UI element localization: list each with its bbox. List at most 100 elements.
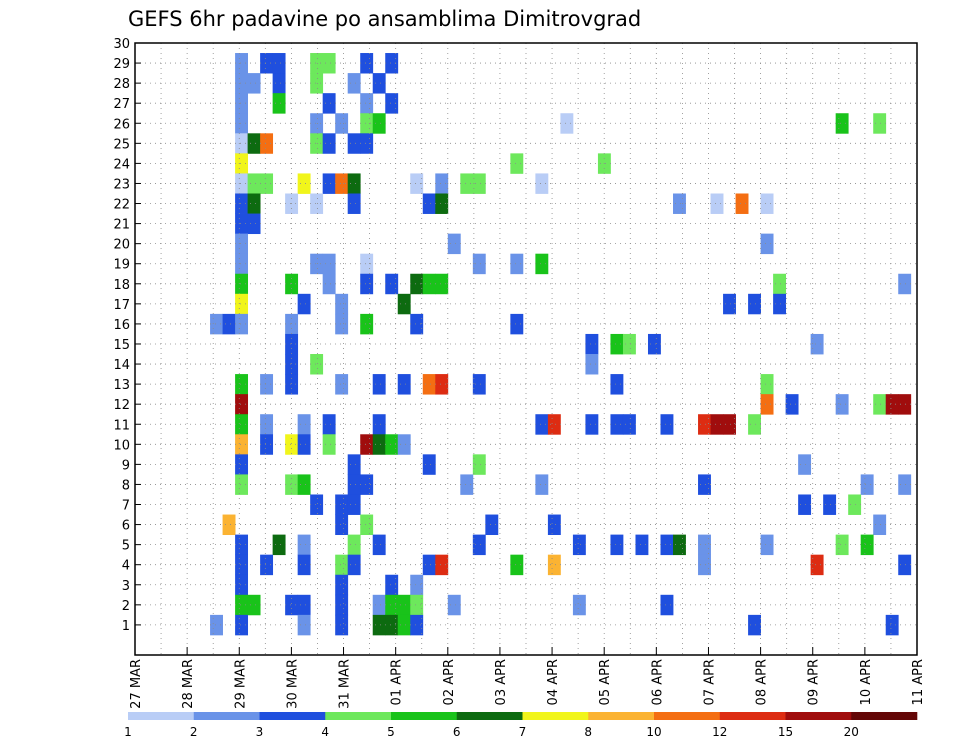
colorbar-swatch — [522, 712, 589, 720]
heatmap-cell — [360, 313, 374, 335]
x-tick-label: 02 APR — [442, 659, 457, 705]
x-tick-label: 07 APR — [702, 659, 717, 705]
x-tick-label: 01 APR — [390, 659, 405, 705]
heatmap-cell — [347, 73, 361, 94]
heatmap-cell — [285, 594, 299, 616]
heatmap-cell — [310, 113, 324, 134]
heatmap-cell — [235, 434, 249, 455]
heatmap-cell — [347, 173, 361, 194]
heatmap-cell — [860, 534, 874, 556]
heatmap-cell — [247, 193, 261, 214]
heatmap-cell — [385, 614, 399, 636]
heatmap-cell — [272, 53, 286, 74]
y-tick-label: 20 — [113, 238, 130, 253]
heatmap-cell — [898, 394, 912, 415]
heatmap-cell — [310, 253, 324, 275]
heatmap-cell — [860, 474, 874, 495]
colorbar-level-label: 5 — [387, 725, 395, 739]
heatmap-cell — [385, 434, 399, 455]
heatmap-cell — [385, 53, 399, 74]
y-tick-label: 4 — [122, 559, 130, 574]
heatmap-cell — [347, 193, 361, 214]
heatmap-cell — [335, 173, 349, 194]
heatmap-cell — [535, 173, 549, 194]
heatmap-cell — [560, 113, 574, 134]
heatmap-cell — [397, 374, 411, 395]
heatmap-cell — [372, 73, 386, 94]
y-tick-label: 3 — [122, 579, 130, 594]
y-tick-label: 29 — [113, 57, 130, 72]
heatmap-cell — [247, 133, 261, 154]
heatmap-cell — [723, 414, 736, 435]
heatmap-cell — [297, 293, 311, 315]
heatmap-cell — [335, 614, 349, 636]
heatmap-cell — [410, 173, 424, 194]
heatmap-cell — [372, 374, 386, 395]
heatmap-cell — [673, 534, 686, 556]
heatmap-cell — [873, 113, 887, 134]
heatmap-cell — [235, 53, 249, 74]
heatmap-cell — [322, 173, 336, 194]
heatmap-cell — [322, 253, 336, 275]
y-tick-label: 28 — [113, 77, 130, 92]
colorbar-swatch — [654, 712, 721, 720]
heatmap-cell — [422, 273, 436, 295]
y-tick-label: 13 — [113, 378, 130, 393]
heatmap-cell — [510, 554, 524, 576]
heatmap-cell — [260, 414, 274, 435]
heatmap-cell — [397, 434, 411, 455]
heatmap-cell — [723, 293, 736, 315]
heatmap-cell — [347, 454, 361, 475]
colorbar-swatch — [259, 712, 326, 720]
heatmap-cell — [760, 193, 774, 214]
heatmap-cell — [760, 374, 774, 395]
y-tick-label: 10 — [113, 438, 130, 453]
heatmap-cell — [360, 53, 374, 74]
heatmap-cell — [798, 494, 812, 515]
heatmap-cell — [835, 534, 849, 556]
heatmap-cell — [235, 233, 249, 255]
heatmap-cell — [247, 173, 261, 194]
heatmap-cell — [235, 113, 249, 134]
heatmap-cell — [335, 574, 349, 596]
heatmap-cell — [835, 113, 849, 134]
heatmap-cell — [460, 173, 474, 194]
colorbar-swatch — [456, 712, 523, 720]
heatmap-cell — [585, 354, 599, 375]
x-tick-label: 06 APR — [650, 659, 665, 705]
x-tick-label: 10 APR — [859, 659, 874, 705]
heatmap-cell — [798, 454, 812, 475]
heatmap-cell — [272, 73, 286, 94]
heatmap-cell — [360, 434, 374, 455]
heatmap-cell — [235, 193, 249, 214]
y-tick-label: 30 — [113, 37, 130, 52]
heatmap-cell — [397, 293, 411, 315]
heatmap-cell — [610, 374, 624, 395]
y-tick-label: 15 — [113, 338, 130, 353]
heatmap-cell — [422, 374, 436, 395]
heatmap-cell — [372, 594, 386, 616]
y-tick-label: 2 — [122, 599, 130, 614]
heatmap-cell — [485, 514, 499, 536]
heatmap-cell — [235, 394, 249, 415]
heatmap-cell — [435, 173, 449, 194]
heatmap-cell — [347, 474, 361, 495]
heatmap-cell — [360, 113, 374, 134]
heatmap-cell — [773, 293, 787, 315]
heatmap-cell — [635, 534, 649, 556]
heatmap-cell — [372, 534, 386, 556]
heatmap-cell — [222, 313, 236, 335]
heatmap-cell — [898, 273, 912, 295]
heatmap-cell — [698, 474, 711, 495]
y-tick-label: 12 — [113, 398, 130, 413]
heatmap-cell — [347, 554, 361, 576]
heatmap-cell — [360, 474, 374, 495]
heatmap-cell — [435, 193, 449, 214]
colorbar-swatch — [588, 712, 655, 720]
heatmap-cell — [760, 534, 774, 556]
heatmap-cell — [285, 474, 299, 495]
colorbar-level-label: 12 — [712, 725, 727, 739]
heatmap-cell — [660, 594, 674, 616]
heatmap-cell — [510, 313, 524, 335]
